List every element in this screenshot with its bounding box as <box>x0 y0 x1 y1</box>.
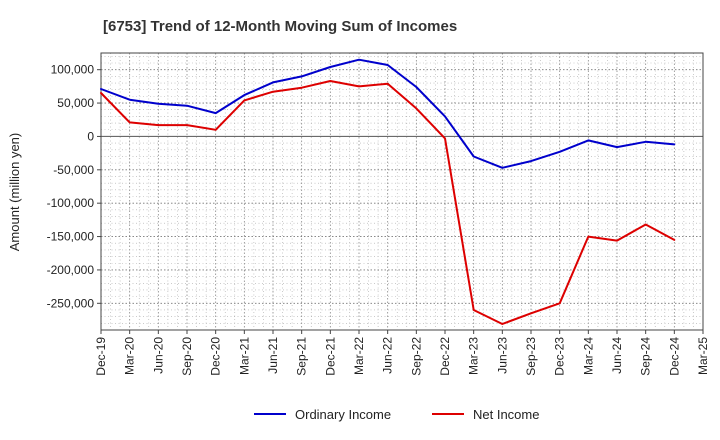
y-tick-label: -150,000 <box>47 230 95 244</box>
x-tick-label: Jun-22 <box>381 337 395 374</box>
x-tick-label: Dec-20 <box>209 337 223 376</box>
x-tick-label: Dec-23 <box>553 337 567 376</box>
legend-label-net-income: Net Income <box>473 407 539 422</box>
y-tick-label: -100,000 <box>47 196 95 210</box>
grid-layer <box>100 53 704 330</box>
x-tick-label: Jun-24 <box>610 337 624 374</box>
x-tick-label: Dec-21 <box>323 337 337 376</box>
series-layer <box>100 58 676 325</box>
x-tick-label: Sep-24 <box>639 337 653 376</box>
x-tick-label: Dec-19 <box>94 337 108 376</box>
x-tick-label: Jun-23 <box>495 337 509 374</box>
x-tick-label: Mar-24 <box>581 337 595 375</box>
x-tick-label: Sep-22 <box>409 337 423 376</box>
x-tick-label: Mar-22 <box>352 337 366 375</box>
x-tick-label: Mar-23 <box>467 337 481 375</box>
x-tick-label: Mar-21 <box>237 337 251 375</box>
x-tick-label: Mar-25 <box>696 337 710 375</box>
x-tick-label: Dec-24 <box>667 337 681 376</box>
chart-title: [6753] Trend of 12-Month Moving Sum of I… <box>103 18 457 35</box>
y-tick-label: 50,000 <box>57 96 94 110</box>
x-tick-label: Sep-21 <box>295 337 309 376</box>
y-tick-label: -200,000 <box>47 263 95 277</box>
y-tick-label: -250,000 <box>47 296 95 310</box>
axis-layer: 100,000 50,000 0 -50,000 -100,000 -150,000 -20… <box>47 52 710 376</box>
x-tick-label: Mar-20 <box>123 337 137 375</box>
series-line-ordinary-income <box>100 58 676 169</box>
plot-area <box>101 53 703 330</box>
x-tick-label: Jun-21 <box>266 337 280 374</box>
x-tick-label: Sep-23 <box>524 337 538 376</box>
x-tick-label: Sep-20 <box>180 337 194 376</box>
y-tick-label: 100,000 <box>51 63 95 77</box>
y-tick-label: -50,000 <box>53 163 94 177</box>
legend: Ordinary Income Net Income <box>254 407 539 422</box>
series-line-net-income <box>100 80 676 325</box>
plot-frame <box>100 52 704 331</box>
x-tick-label: Dec-22 <box>438 337 452 376</box>
y-axis-label: Amount (million yen) <box>7 133 22 252</box>
y-tick-label: 0 <box>87 129 94 143</box>
legend-label-ordinary-income: Ordinary Income <box>295 407 391 422</box>
x-tick-label: Jun-20 <box>151 337 165 374</box>
